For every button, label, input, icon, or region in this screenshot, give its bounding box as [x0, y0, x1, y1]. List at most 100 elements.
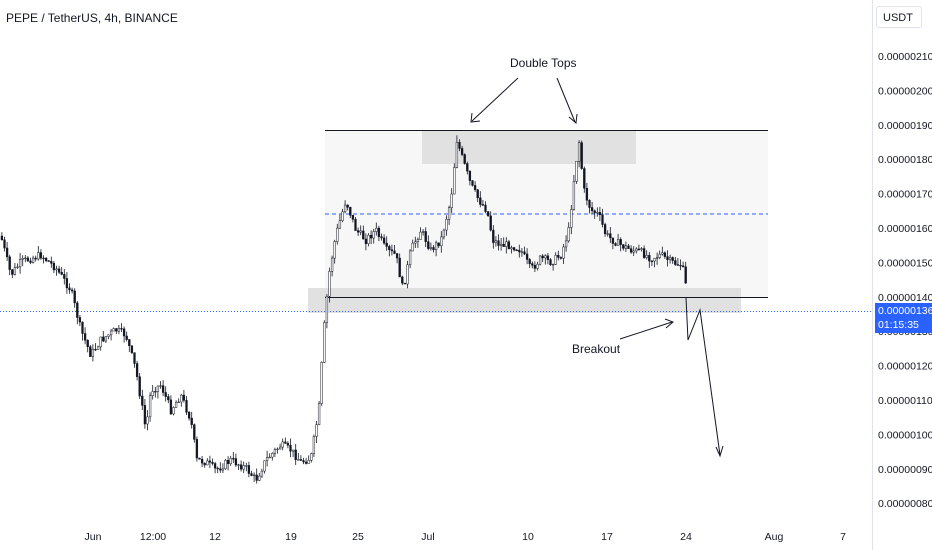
candle-body — [237, 464, 240, 466]
candle-body — [3, 239, 6, 249]
candle-body — [655, 257, 659, 259]
candle-body — [632, 250, 635, 253]
candle-body — [442, 229, 446, 238]
candle-body — [60, 272, 63, 275]
candle-body — [177, 401, 180, 404]
candle-body — [627, 245, 630, 249]
candle-body — [229, 458, 232, 464]
candle-body — [653, 258, 656, 262]
candle-body — [5, 247, 9, 258]
candle-body — [120, 328, 123, 330]
candle-body — [460, 148, 464, 155]
support-zone — [308, 288, 741, 313]
candle-body — [83, 333, 87, 341]
candle-body — [606, 233, 609, 235]
candle-body — [76, 302, 79, 318]
price-axis[interactable]: 0.00000210 0.00000200 0.00000190 0.00000180… — [878, 51, 932, 510]
candle-body — [31, 257, 35, 263]
candle-body — [445, 218, 448, 231]
candle-body — [570, 209, 573, 228]
time-tick-label: Jul — [421, 531, 434, 543]
candle-body — [34, 257, 37, 260]
candle-body — [291, 449, 295, 452]
candle-body — [440, 236, 443, 247]
time-tick-label: 7 — [840, 531, 846, 543]
candle-body — [512, 247, 516, 251]
candle-body — [349, 206, 352, 216]
candle-body — [362, 230, 365, 240]
candle-body — [676, 264, 680, 266]
candle-body — [234, 458, 238, 466]
candle-body — [94, 348, 97, 351]
candle-body — [593, 210, 596, 214]
candle-body — [453, 167, 456, 195]
candle-body — [271, 453, 274, 458]
candle-body — [180, 394, 183, 403]
currency-button[interactable]: USDT — [876, 6, 922, 28]
candle-body — [273, 449, 277, 454]
candle-body — [213, 463, 217, 469]
candle-body — [208, 460, 212, 463]
candle-body — [221, 468, 225, 471]
candle-body — [463, 154, 466, 164]
double-top-arrow-right — [556, 77, 576, 123]
candle-body — [37, 252, 40, 260]
candle-body — [182, 394, 186, 401]
candle-body — [434, 242, 438, 251]
candle-body — [520, 251, 524, 253]
candle-body — [190, 417, 193, 425]
candle-body — [338, 220, 342, 229]
double-top-arrow-left — [471, 77, 519, 122]
candle-body — [21, 258, 24, 260]
candle-body — [346, 204, 349, 208]
candle-body — [265, 457, 269, 461]
candle-countdown: 01:15:35 — [878, 319, 919, 331]
candle-body — [55, 268, 58, 271]
time-tick-label: 19 — [285, 531, 297, 543]
top-zone — [422, 130, 636, 164]
candle-body — [596, 212, 599, 214]
candle-body — [575, 160, 578, 182]
candle-body — [159, 385, 162, 387]
candle-body — [297, 459, 300, 461]
time-tick-label: 25 — [352, 531, 364, 543]
candle-body — [161, 385, 165, 393]
candle-body — [619, 239, 622, 245]
candle-body — [671, 257, 674, 261]
candle-body — [541, 255, 544, 259]
candle-body — [276, 448, 279, 451]
candle-body — [65, 278, 69, 289]
candle-body — [317, 403, 321, 425]
candle-body — [13, 267, 17, 275]
price-tick-label: 0.00000190 — [878, 120, 932, 132]
candle-body — [232, 458, 235, 460]
candle-body — [562, 246, 565, 259]
candle-body — [109, 330, 113, 336]
candle-body — [302, 460, 305, 463]
candle-body — [320, 362, 323, 404]
candle-body — [203, 462, 206, 466]
candle-body — [401, 276, 404, 284]
candle-body — [681, 265, 685, 267]
candle-body — [11, 269, 14, 275]
candle-body — [377, 227, 381, 237]
candle-body — [0, 235, 4, 241]
candle-body — [135, 363, 139, 377]
candle-body — [312, 436, 316, 454]
candle-body — [325, 296, 329, 323]
candle-body — [421, 231, 425, 233]
candle-body — [91, 348, 95, 357]
candle-body — [538, 255, 542, 265]
candle-body — [398, 257, 401, 278]
candle-body — [39, 252, 43, 259]
time-axis[interactable]: Jun 12:00 12 19 25 Jul 10 17 24 Aug 7 — [85, 531, 847, 543]
candle-body — [351, 215, 355, 220]
candle-body — [635, 248, 638, 252]
candle-body — [278, 446, 282, 450]
candle-body — [554, 254, 557, 265]
candle-body — [580, 142, 583, 169]
candle-body — [679, 264, 682, 267]
candle-body — [458, 142, 461, 149]
candle-body — [629, 248, 633, 253]
